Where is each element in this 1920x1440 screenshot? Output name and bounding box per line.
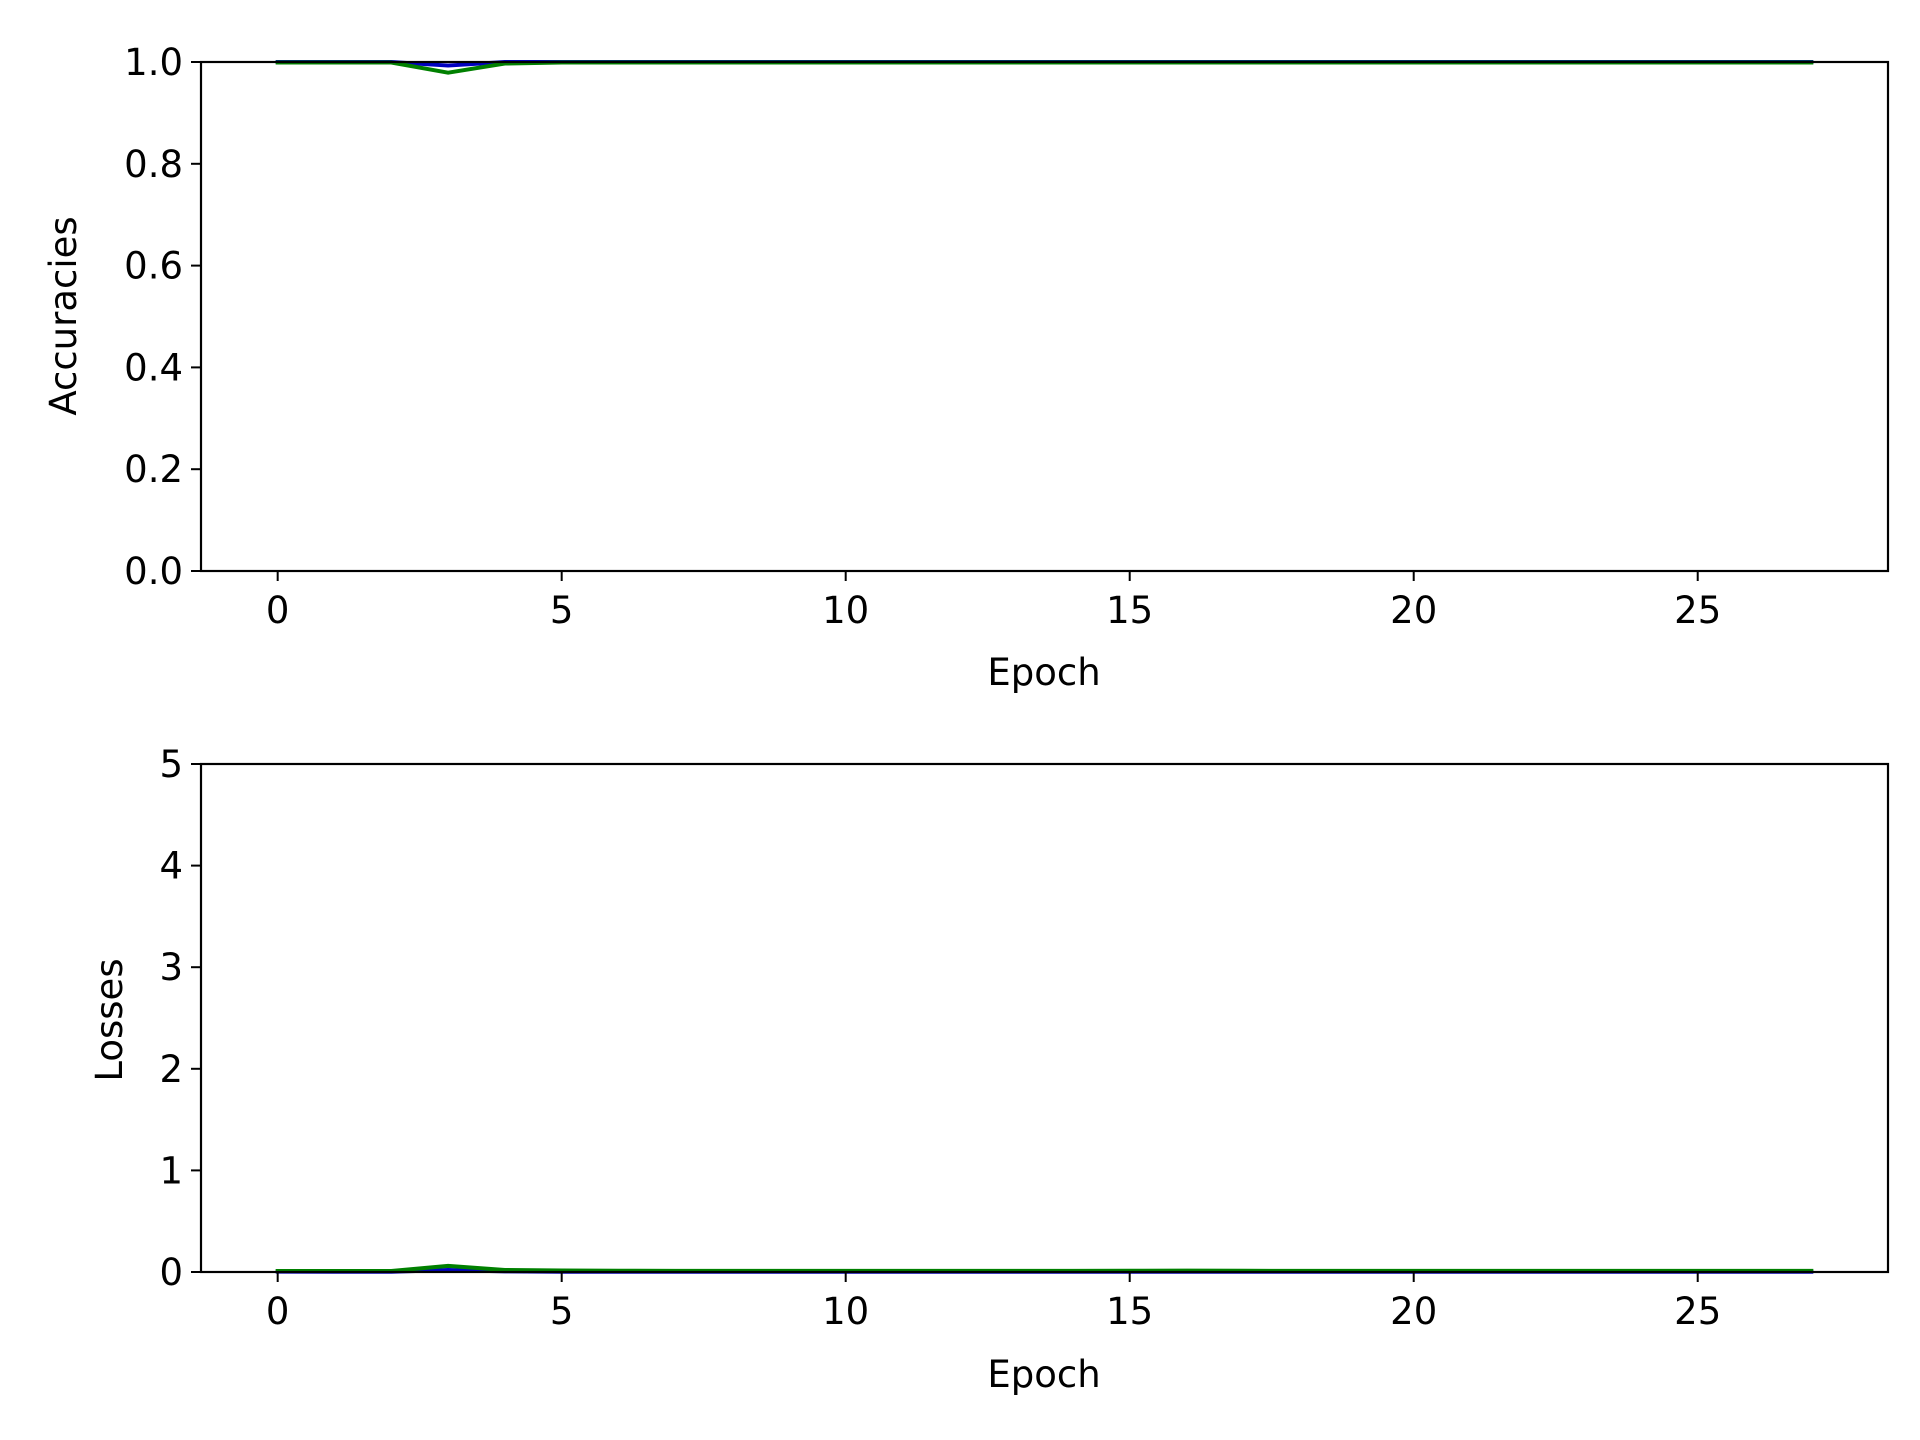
- loss-y-tick-label: 4: [159, 845, 183, 888]
- loss-x-ticks: 0 5 10 15 20 25: [266, 1272, 1721, 1333]
- accuracy-y-tick-label: 1.0: [124, 41, 183, 84]
- loss-y-tick-label: 3: [159, 946, 183, 989]
- accuracy-x-tick-label: 15: [1106, 589, 1153, 632]
- accuracy-y-tick-label: 0.2: [124, 448, 183, 491]
- accuracy-y-ticks: 0.0 0.2 0.4 0.6 0.8 1.0: [124, 41, 201, 593]
- accuracy-y-axis-label: Accuracies: [42, 216, 85, 415]
- loss-x-tick-label: 5: [550, 1290, 574, 1333]
- accuracy-x-ticks: 0 5 10 15 20 25: [266, 571, 1721, 632]
- loss-y-tick-label: 2: [159, 1048, 183, 1091]
- accuracy-x-tick-label: 5: [550, 589, 574, 632]
- accuracy-y-tick-label: 0.0: [124, 550, 183, 593]
- loss-x-tick-label: 20: [1390, 1290, 1437, 1333]
- loss-y-ticks: 0 1 2 3 4 5: [159, 743, 201, 1294]
- loss-plot-frame: [199, 762, 1890, 1274]
- loss-y-axis-label: Losses: [88, 958, 131, 1081]
- accuracy-plot: 0 5 10 15 20 25 0.0 0.2 0.4 0.6 0.8 1.0 Epoch Accu…: [42, 41, 1890, 694]
- accuracy-y-tick-label: 0.4: [124, 346, 183, 389]
- accuracy-x-axis-label: Epoch: [987, 651, 1100, 694]
- loss-x-tick-label: 25: [1674, 1290, 1721, 1333]
- loss-x-axis-label: Epoch: [987, 1353, 1100, 1396]
- loss-x-tick-label: 10: [822, 1290, 869, 1333]
- loss-plot: 0 5 10 15 20 25 0 1 2 3 4 5 Epoch Losses: [88, 743, 1890, 1396]
- loss-x-tick-label: 0: [266, 1290, 290, 1333]
- loss-y-tick-label: 0: [159, 1251, 183, 1294]
- accuracy-x-tick-label: 25: [1674, 589, 1721, 632]
- loss-x-tick-label: 15: [1106, 1290, 1153, 1333]
- accuracy-y-tick-label: 0.6: [124, 245, 183, 288]
- accuracy-x-tick-label: 10: [822, 589, 869, 632]
- accuracy-x-tick-label: 20: [1390, 589, 1437, 632]
- loss-y-tick-label: 5: [159, 743, 183, 786]
- accuracy-plot-frame: [199, 60, 1890, 573]
- loss-y-tick-label: 1: [159, 1149, 183, 1192]
- loss-series-1-line: [275, 1263, 1814, 1273]
- accuracy-y-tick-label: 0.8: [124, 143, 183, 186]
- accuracy-x-tick-label: 0: [266, 589, 290, 632]
